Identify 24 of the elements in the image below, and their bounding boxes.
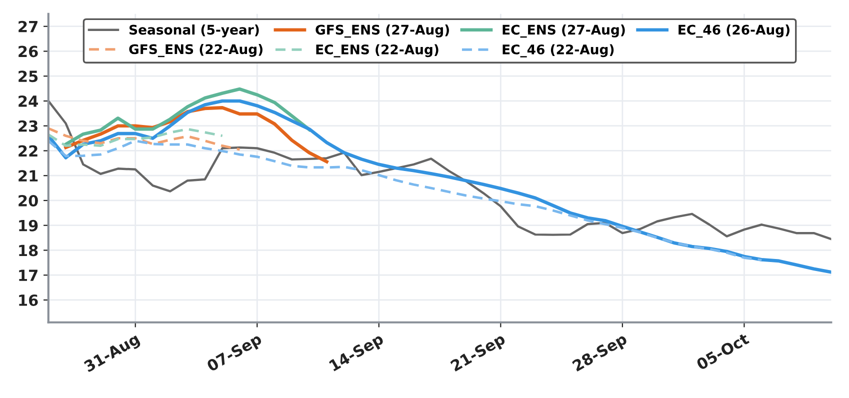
- line-series: [64, 87, 311, 146]
- y-tick-label: 16: [19, 294, 38, 306]
- y-tick-label: 24: [18, 95, 38, 107]
- y-tick-label: 22: [18, 145, 38, 157]
- y-tick-label: 20: [18, 194, 38, 207]
- legend-label: EC_46 (22-Aug): [502, 44, 614, 58]
- legend-label: Seasonal (5-year): [130, 24, 259, 38]
- y-tick-label: 27: [18, 20, 38, 32]
- legend-label: EC_ENS (22-Aug): [316, 44, 438, 58]
- line-series: [48, 100, 832, 240]
- line-series: [48, 140, 763, 262]
- y-tick-label: 23: [18, 120, 38, 132]
- y-tick-label: 18: [19, 244, 38, 256]
- legend-label: GFS_ENS (22-Aug): [129, 44, 262, 58]
- y-tick-label: 25: [18, 70, 38, 82]
- line-series: [48, 127, 241, 151]
- legend-label: GFS_ENS (27-Aug): [316, 24, 449, 38]
- y-tick-label: 17: [19, 270, 38, 281]
- legend-label: EC_ENS (27-Aug): [502, 24, 625, 38]
- legend-label: EC_46 (26-Aug): [678, 24, 790, 38]
- y-tick-label: 19: [19, 220, 38, 232]
- y-tick-label: 21: [18, 170, 38, 182]
- line-series: [48, 128, 224, 148]
- y-tick-label: 26: [18, 46, 38, 58]
